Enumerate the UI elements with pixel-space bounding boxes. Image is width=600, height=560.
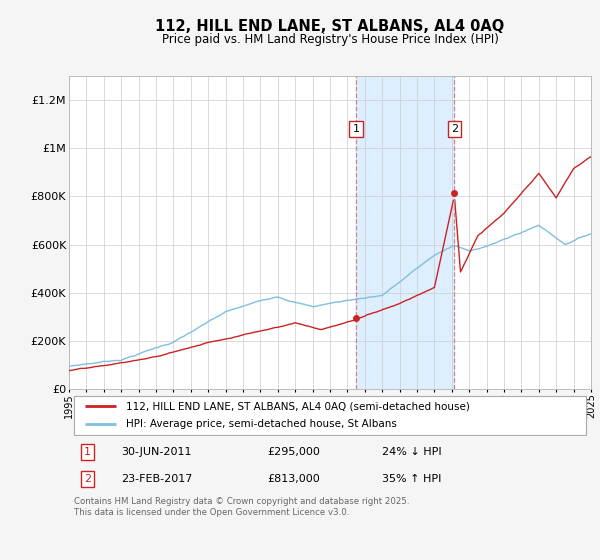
- Text: 1: 1: [84, 447, 91, 457]
- Text: 2: 2: [451, 124, 458, 134]
- Text: HPI: Average price, semi-detached house, St Albans: HPI: Average price, semi-detached house,…: [127, 419, 397, 430]
- Text: £813,000: £813,000: [268, 474, 320, 484]
- Text: £295,000: £295,000: [268, 447, 320, 457]
- Text: Contains HM Land Registry data © Crown copyright and database right 2025.
This d: Contains HM Land Registry data © Crown c…: [74, 497, 410, 517]
- Text: 24% ↓ HPI: 24% ↓ HPI: [382, 447, 442, 457]
- Text: 35% ↑ HPI: 35% ↑ HPI: [382, 474, 442, 484]
- Text: 112, HILL END LANE, ST ALBANS, AL4 0AQ: 112, HILL END LANE, ST ALBANS, AL4 0AQ: [155, 20, 505, 34]
- Text: Price paid vs. HM Land Registry's House Price Index (HPI): Price paid vs. HM Land Registry's House …: [161, 32, 499, 46]
- Bar: [356, 76, 454, 389]
- Text: 1: 1: [353, 124, 359, 134]
- Text: 112, HILL END LANE, ST ALBANS, AL4 0AQ (semi-detached house): 112, HILL END LANE, ST ALBANS, AL4 0AQ (…: [127, 402, 470, 411]
- Text: 2: 2: [84, 474, 91, 484]
- Text: 23-FEB-2017: 23-FEB-2017: [121, 474, 193, 484]
- Text: 30-JUN-2011: 30-JUN-2011: [121, 447, 192, 457]
